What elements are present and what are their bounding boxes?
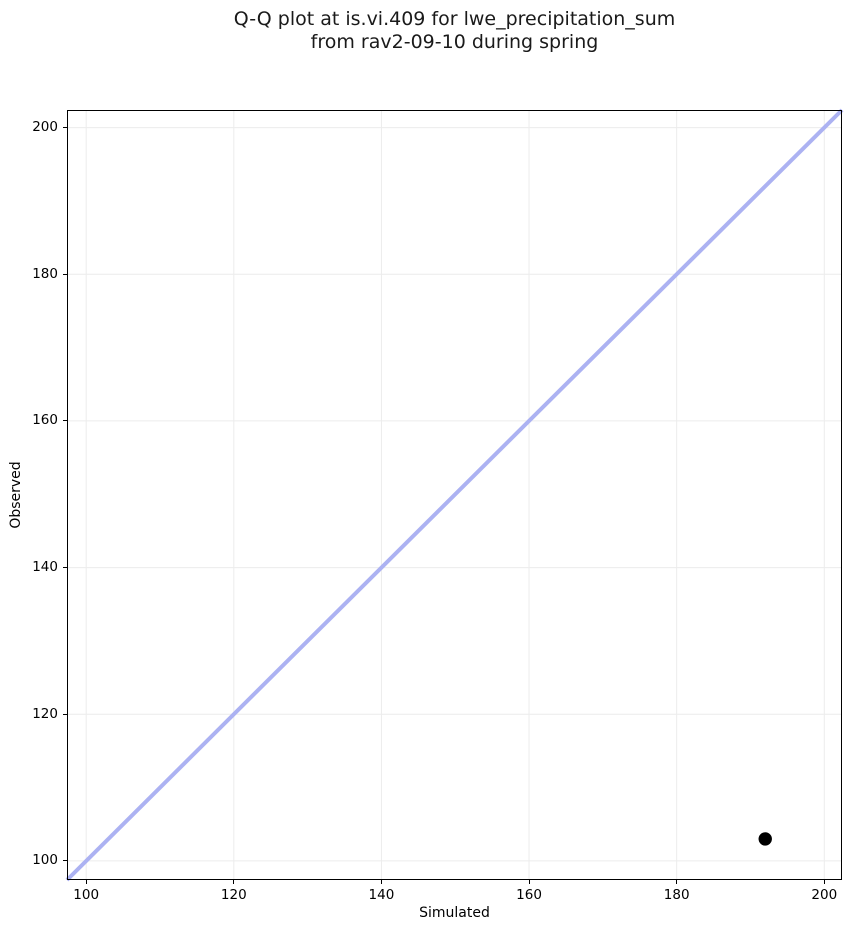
x-tick-label: 100 xyxy=(73,887,100,903)
plot-canvas xyxy=(65,108,844,882)
y-tick-label: 100 xyxy=(32,852,58,869)
data-point xyxy=(758,832,772,846)
y-tick-mark xyxy=(63,420,67,422)
x-tick-mark xyxy=(823,880,825,884)
chart-title: Q-Q plot at is.vi.409 for lwe_precipitat… xyxy=(67,8,842,54)
x-tick-mark xyxy=(85,880,87,884)
y-axis-label: Observed xyxy=(8,461,24,529)
x-tick-mark xyxy=(528,880,530,884)
x-tick-label: 200 xyxy=(811,887,838,903)
y-tick-mark xyxy=(63,567,67,569)
y-tick-mark xyxy=(63,273,67,275)
y-tick-label: 120 xyxy=(32,705,58,722)
x-tick-label: 140 xyxy=(368,887,395,903)
plot-area xyxy=(65,108,844,882)
y-tick-mark xyxy=(63,860,67,862)
x-tick-label: 120 xyxy=(220,887,247,903)
identity-line xyxy=(65,108,844,882)
x-tick-mark xyxy=(233,880,235,884)
y-tick-label: 160 xyxy=(32,412,58,429)
x-tick-label: 160 xyxy=(516,887,542,903)
x-tick-mark xyxy=(676,880,678,884)
y-tick-label: 140 xyxy=(32,559,58,576)
x-tick-mark xyxy=(380,880,382,884)
y-tick-mark xyxy=(63,713,67,715)
y-tick-label: 200 xyxy=(32,119,58,136)
chart-title-line-2: from rav2-09-10 during spring xyxy=(310,31,599,53)
plot-border xyxy=(67,110,842,880)
y-tick-mark xyxy=(63,127,67,129)
x-tick-label: 180 xyxy=(663,887,690,903)
x-axis-label: Simulated xyxy=(419,905,490,921)
chart-title-line-1: Q-Q plot at is.vi.409 for lwe_precipitat… xyxy=(233,8,676,30)
y-tick-label: 180 xyxy=(32,265,58,282)
